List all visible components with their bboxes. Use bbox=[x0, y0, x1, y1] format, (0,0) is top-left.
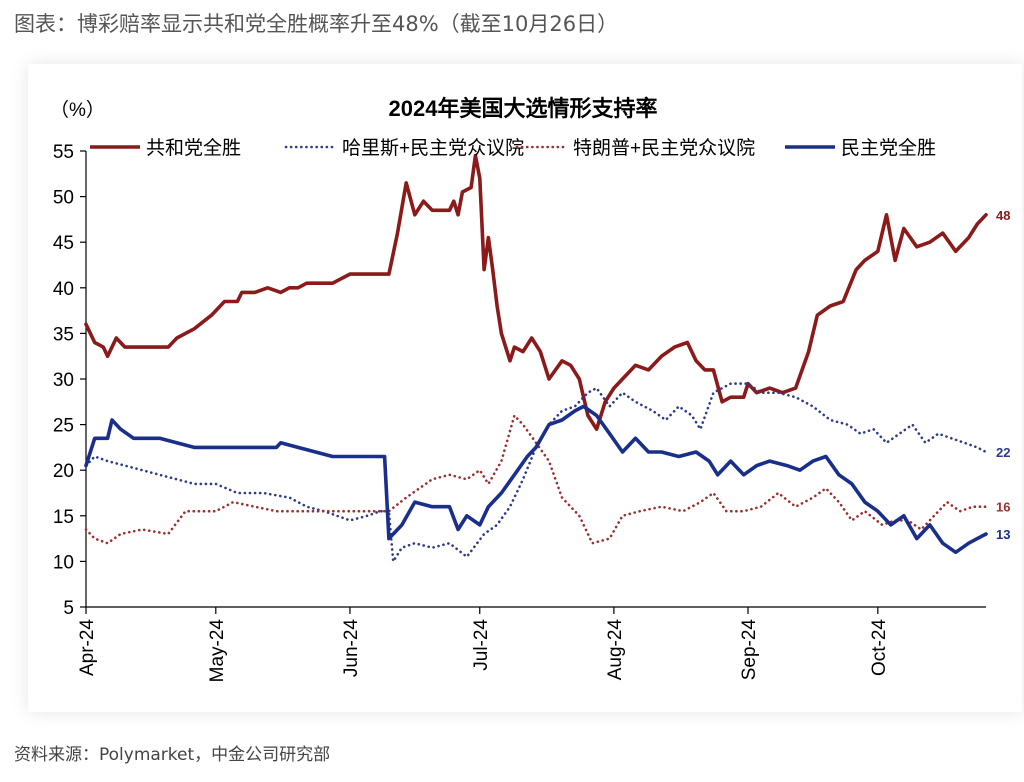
y-tick-label: 50 bbox=[53, 188, 74, 209]
series-end-label-4: 13 bbox=[996, 527, 1010, 542]
y-tick-label: 15 bbox=[53, 507, 74, 528]
legend-label-2: 哈里斯+民主党众议院 bbox=[342, 137, 524, 159]
x-tick-label: Jul-24 bbox=[471, 619, 492, 671]
chart-title: 2024年美国大选情形支持率 bbox=[389, 96, 658, 121]
y-tick-label: 45 bbox=[53, 233, 74, 254]
chart-end-labels: 48 22 16 13 bbox=[996, 208, 1010, 542]
x-tick-label: Oct-24 bbox=[869, 619, 890, 676]
legend-label-3: 特朗普+民主党众议院 bbox=[573, 137, 755, 159]
y-tick-label: 35 bbox=[53, 324, 74, 345]
series-line-1 bbox=[84, 153, 988, 431]
chart-legend: 共和党全胜 哈里斯+民主党众议院 特朗普+民主党众议院 民主党全胜 bbox=[90, 137, 936, 159]
x-tick-label: Apr-24 bbox=[77, 619, 98, 676]
legend-label-4: 民主党全胜 bbox=[841, 137, 936, 159]
x-tick-label: Jun-24 bbox=[341, 619, 362, 678]
y-tick-label: 55 bbox=[53, 142, 74, 163]
series-line-3 bbox=[84, 414, 988, 545]
chart-panel: 5 10 15 20 25 30 35 40 45 50 55 Apr-24 May-24 Jun-24 J… bbox=[28, 64, 1022, 712]
y-tick-label: 5 bbox=[63, 598, 74, 619]
series-end-label-2: 22 bbox=[996, 445, 1010, 460]
series-line-2 bbox=[84, 382, 988, 563]
series-line-4 bbox=[84, 404, 988, 555]
line-chart: 5 10 15 20 25 30 35 40 45 50 55 Apr-24 May-24 Jun-24 J… bbox=[50, 96, 1010, 682]
y-tick-label: 40 bbox=[53, 279, 74, 300]
x-tick-label: Sep-24 bbox=[739, 619, 760, 681]
y-tick-label: 25 bbox=[53, 416, 74, 437]
x-tick-label: Aug-24 bbox=[605, 619, 626, 681]
figure-caption: 图表：博彩赔率显示共和党全胜概率升至48%（截至10月26日） bbox=[14, 12, 619, 36]
y-tick-label: 10 bbox=[53, 552, 74, 573]
source-note: 资料来源：Polymarket，中金公司研究部 bbox=[14, 745, 331, 765]
y-axis-unit: （%） bbox=[50, 99, 105, 121]
chart-series-lines bbox=[84, 153, 988, 563]
chart-axes: 5 10 15 20 25 30 35 40 45 50 55 Apr-24 May-24 Jun-24 J… bbox=[53, 142, 986, 682]
x-tick-label: May-24 bbox=[207, 619, 228, 683]
y-tick-label: 20 bbox=[53, 461, 74, 482]
series-end-label-1: 48 bbox=[996, 208, 1010, 223]
series-end-label-3: 16 bbox=[996, 500, 1010, 515]
legend-label-1: 共和党全胜 bbox=[146, 137, 241, 159]
y-tick-label: 30 bbox=[53, 370, 74, 391]
